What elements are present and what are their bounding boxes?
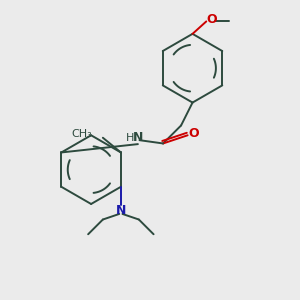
Text: N: N xyxy=(116,204,126,217)
Text: H: H xyxy=(126,133,135,142)
Text: O: O xyxy=(206,13,217,26)
Text: CH₃: CH₃ xyxy=(72,130,92,140)
Text: O: O xyxy=(189,127,200,140)
Text: N: N xyxy=(133,131,143,144)
